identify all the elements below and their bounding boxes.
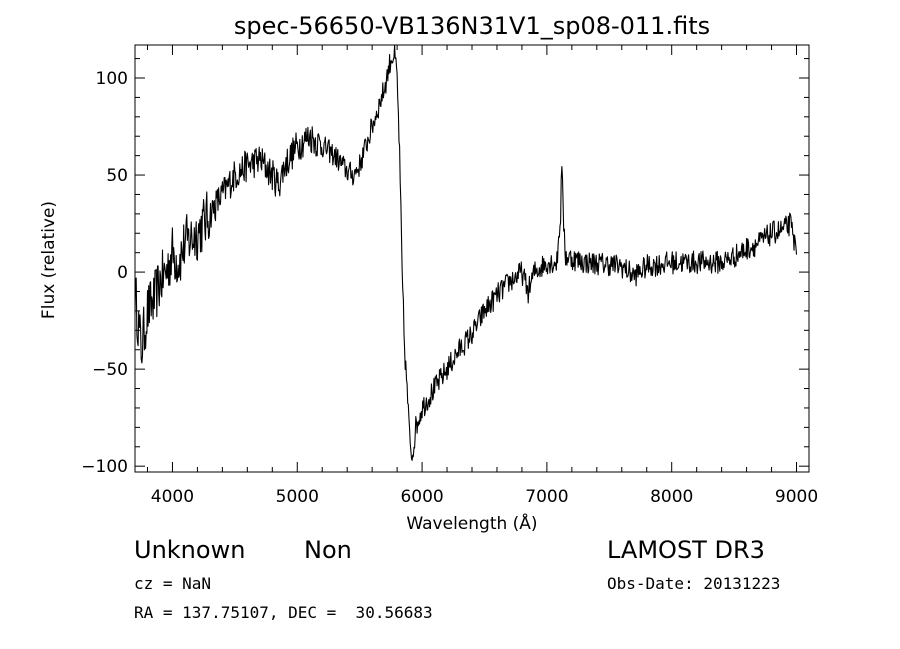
y-tick-label: 0 (117, 263, 128, 283)
y-tick-label: 100 (96, 69, 128, 89)
x-tick-label: 4000 (151, 487, 194, 507)
y-tick-label: 50 (106, 166, 128, 186)
x-tick-label: 7000 (525, 487, 568, 507)
spectrum-line-flux (134, 44, 798, 461)
y-tick-label: −100 (81, 457, 128, 477)
chart-title: spec-56650-VB136N31V1_sp08-011.fits (234, 12, 710, 40)
object-subclass: Non (304, 536, 352, 564)
object-class: Unknown (134, 536, 246, 564)
x-tick-label: 8000 (650, 487, 693, 507)
x-tick-label: 5000 (276, 487, 319, 507)
x-tick-label: 6000 (400, 487, 443, 507)
y-axis-label: Flux (relative) (39, 201, 59, 319)
obs-date: Obs-Date: 20131223 (607, 574, 781, 593)
ra-dec-coordinates: RA = 137.75107, DEC = 30.56683 (134, 603, 433, 622)
x-axis-label: Wavelength (Å) (406, 512, 537, 534)
y-tick-label: −50 (92, 360, 128, 380)
cz-value: cz = NaN (134, 574, 212, 593)
plot-frame (134, 44, 810, 473)
survey-name: LAMOST DR3 (607, 536, 765, 564)
x-tick-label: 9000 (775, 487, 818, 507)
